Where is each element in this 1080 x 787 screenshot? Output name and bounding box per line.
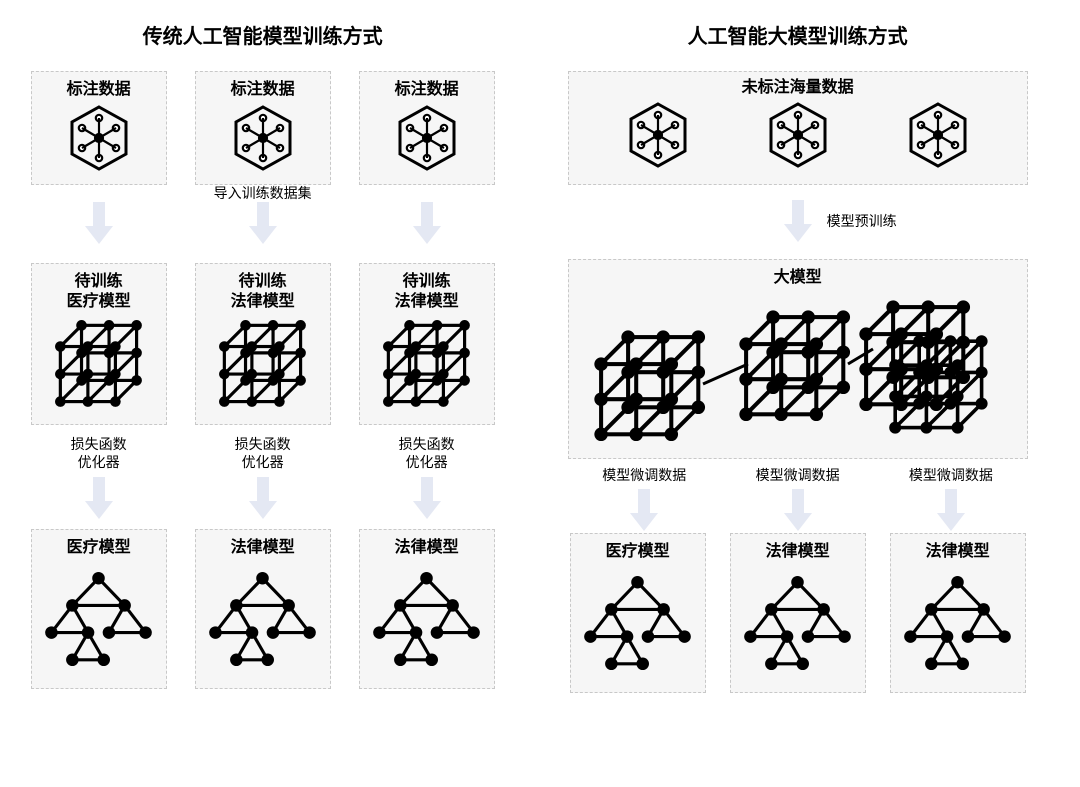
arrow-caption: 模型预训练 xyxy=(827,212,937,230)
hex-icon xyxy=(364,100,490,176)
tree-icon xyxy=(200,558,326,680)
hex-icon xyxy=(903,100,973,170)
arrow-down-icon: 模型预训练 xyxy=(781,200,815,244)
arrow-caption: 模型微调数据 xyxy=(909,465,993,485)
arrow-down-icon: 损失函数 优化器 xyxy=(359,433,495,521)
arrow-down-icon: 模型微调数据 xyxy=(881,463,1021,533)
cube-icon xyxy=(364,312,490,416)
arrow-down-icon: 损失函数 优化器 xyxy=(195,433,331,521)
left-row-data: 标注数据 标注数据 标注数据 xyxy=(10,71,515,185)
large-model-panel: 人工智能大模型训练方式 未标注海量数据 模型预训练 大模型 xyxy=(525,20,1070,767)
box-label: 法律模型 xyxy=(231,538,295,558)
hex-icon xyxy=(623,100,693,170)
arrow-caption: 损失函数 优化器 xyxy=(399,435,455,471)
hex-icon xyxy=(200,100,326,176)
box-label: 法律模型 xyxy=(395,538,459,558)
hex-icon xyxy=(36,100,162,176)
arrow-down-icon xyxy=(359,202,495,246)
box-label: 标注数据 xyxy=(395,80,459,100)
train-box: 待训练 法律模型 xyxy=(195,263,331,425)
box-label: 大模型 xyxy=(774,268,822,288)
right-arrows-tuning: 模型微调数据 模型微调数据 模型微调数据 xyxy=(568,463,1028,533)
diagram-root: 传统人工智能模型训练方式 标注数据 标注数据 标注数据 xyxy=(0,0,1080,787)
result-box: 法律模型 xyxy=(730,533,866,693)
arrow-down-icon: 损失函数 优化器 xyxy=(31,433,167,521)
cube-icon xyxy=(200,312,326,416)
data-box: 标注数据 xyxy=(195,71,331,185)
box-label: 医疗模型 xyxy=(606,542,670,562)
left-arrows-1: 导入训练数据集 xyxy=(10,189,515,259)
box-label: 法律模型 xyxy=(926,542,990,562)
big-model-graphic xyxy=(573,288,1023,450)
cube-icon xyxy=(36,312,162,416)
tree-icon xyxy=(735,562,861,684)
arrow-down-icon xyxy=(31,202,167,246)
box-label: 待训练 法律模型 xyxy=(231,272,295,312)
box-label: 标注数据 xyxy=(67,80,131,100)
arrow-caption: 模型微调数据 xyxy=(602,465,686,485)
right-arrow-1: 模型预训练 xyxy=(568,189,1028,255)
box-label: 医疗模型 xyxy=(67,538,131,558)
big-model-box: 大模型 xyxy=(568,259,1028,459)
arrow-down-icon: 模型微调数据 xyxy=(728,463,868,533)
tree-icon xyxy=(895,562,1021,684)
result-box: 医疗模型 xyxy=(31,529,167,689)
box-label: 待训练 医疗模型 xyxy=(67,272,131,312)
hex-row xyxy=(623,100,973,170)
train-box: 待训练 医疗模型 xyxy=(31,263,167,425)
arrow-down-icon: 导入训练数据集 xyxy=(195,202,331,246)
box-label: 未标注海量数据 xyxy=(742,78,854,98)
train-box: 待训练 法律模型 xyxy=(359,263,495,425)
arrow-down-icon: 模型微调数据 xyxy=(574,463,714,533)
tree-icon xyxy=(36,558,162,680)
result-box: 法律模型 xyxy=(195,529,331,689)
result-box: 法律模型 xyxy=(359,529,495,689)
data-box: 标注数据 xyxy=(31,71,167,185)
arrow-caption: 模型微调数据 xyxy=(756,465,840,485)
hex-icon xyxy=(763,100,833,170)
right-title: 人工智能大模型训练方式 xyxy=(688,20,908,49)
traditional-panel: 传统人工智能模型训练方式 标注数据 标注数据 标注数据 xyxy=(10,20,515,767)
box-label: 标注数据 xyxy=(231,80,295,100)
left-row-train: 待训练 医疗模型 待训练 法律模型 待训练 法律模型 xyxy=(10,263,515,425)
left-arrows-2: 损失函数 优化器 损失函数 优化器 损失函数 优化器 xyxy=(10,429,515,525)
right-row-result: 医疗模型 法律模型 法律模型 xyxy=(525,533,1070,693)
result-box: 医疗模型 xyxy=(570,533,706,693)
arrow-caption: 损失函数 优化器 xyxy=(235,435,291,471)
result-box: 法律模型 xyxy=(890,533,1026,693)
mass-data-box: 未标注海量数据 xyxy=(568,71,1028,185)
data-box: 标注数据 xyxy=(359,71,495,185)
arrow-caption: 损失函数 优化器 xyxy=(71,435,127,471)
left-title: 传统人工智能模型训练方式 xyxy=(143,20,383,49)
box-label: 待训练 法律模型 xyxy=(395,272,459,312)
box-label: 法律模型 xyxy=(766,542,830,562)
tree-icon xyxy=(364,558,490,680)
arrow-caption: 导入训练数据集 xyxy=(183,184,343,202)
tree-icon xyxy=(575,562,701,684)
left-row-result: 医疗模型 法律模型 法律模型 xyxy=(10,529,515,689)
